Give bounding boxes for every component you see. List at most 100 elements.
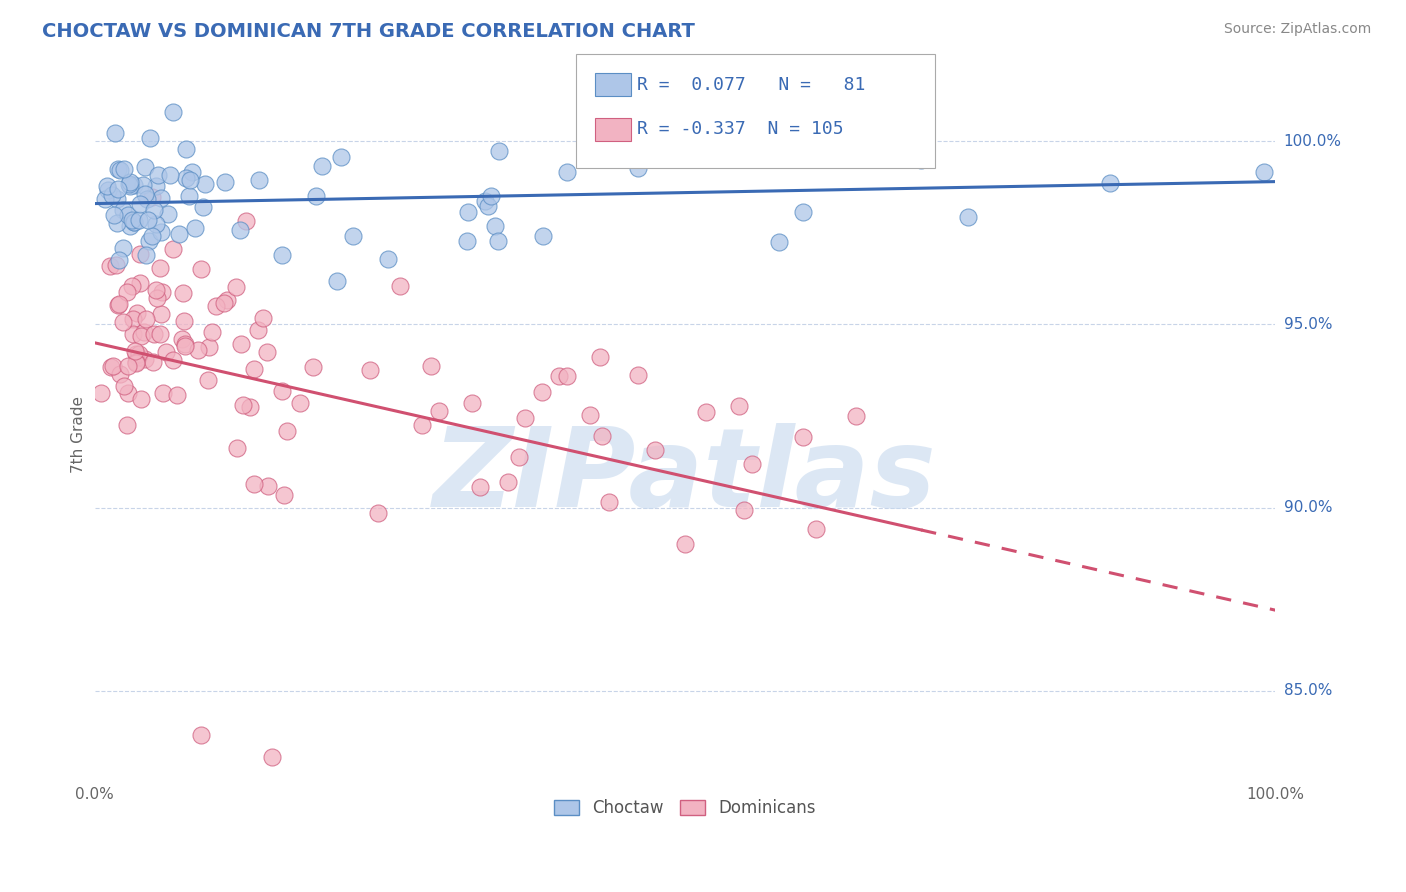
Point [214,175,236,189]
Point [105,192,128,206]
Point [112,161,135,176]
Point [159,168,181,182]
Point [806,523,828,537]
Point [792,430,814,444]
Point [225,280,247,294]
Point [142,355,165,369]
Point [179,173,201,187]
Point [115,285,138,299]
Point [627,161,650,175]
Point [167,227,190,241]
Point [142,326,165,341]
Point [256,478,278,492]
Point [100,360,122,375]
Point [486,234,509,248]
Point [598,495,620,509]
Point [145,179,167,194]
Point [118,174,141,188]
Point [591,429,613,443]
Point [329,150,352,164]
Point [741,457,763,471]
Point [488,144,510,158]
Point [124,343,146,358]
Point [122,178,145,193]
Point [101,359,124,373]
Point [124,356,146,370]
Point [107,298,129,312]
Point [627,368,650,382]
Point [141,228,163,243]
Text: 85.0%: 85.0% [1284,683,1331,698]
Point [197,373,219,387]
Point [547,369,569,384]
Point [212,295,235,310]
Point [111,241,134,255]
Text: R =  0.077   N =   81: R = 0.077 N = 81 [637,76,865,94]
Point [515,410,537,425]
Point [132,178,155,193]
Point [792,204,814,219]
Point [427,404,450,418]
Point [90,386,112,401]
Point [474,194,496,208]
Point [132,325,155,339]
Point [145,283,167,297]
Point [910,153,932,167]
Point [201,325,224,339]
Point [239,401,262,415]
Point [479,189,502,203]
Point [122,215,145,229]
Point [177,189,200,203]
Point [111,202,134,217]
Point [531,384,554,399]
Point [271,248,294,262]
Point [174,142,197,156]
Point [276,424,298,438]
Point [128,347,150,361]
Point [957,211,980,225]
Point [105,216,128,230]
Point [118,219,141,234]
Point [411,418,433,433]
Point [129,276,152,290]
Point [456,234,478,248]
Point [174,339,197,353]
Point [367,506,389,520]
Point [149,307,172,321]
Point [138,234,160,248]
Point [174,337,197,351]
Point [190,262,212,277]
Point [243,477,266,491]
Point [128,213,150,227]
Point [108,162,131,177]
Point [98,259,121,273]
Text: 95.0%: 95.0% [1284,317,1333,332]
Point [256,345,278,359]
Point [644,442,666,457]
Point [845,409,868,424]
Point [129,197,152,211]
Point [172,285,194,300]
Point [136,212,159,227]
Point [117,386,139,401]
Point [457,205,479,219]
Text: 90.0%: 90.0% [1284,500,1333,515]
Point [555,369,578,384]
Point [194,177,217,191]
Point [270,384,292,399]
Point [152,386,174,401]
Point [477,199,499,213]
Point [107,182,129,196]
Point [461,396,484,410]
Point [162,242,184,256]
Point [107,297,129,311]
Point [110,367,132,381]
Point [226,442,249,456]
Point [112,379,135,393]
Point [1099,176,1122,190]
Point [127,351,149,365]
Point [146,291,169,305]
Point [733,503,755,517]
Point [127,306,149,320]
Point [162,352,184,367]
